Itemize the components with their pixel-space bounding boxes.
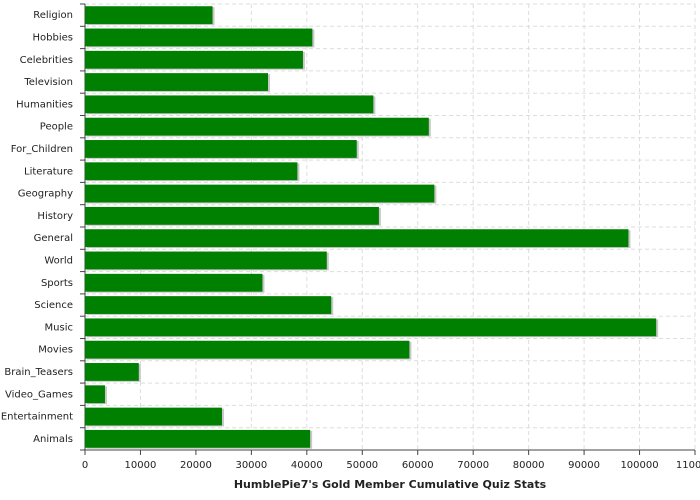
x-tick-label: 10000 (125, 460, 157, 471)
bar (85, 229, 629, 248)
bar (85, 385, 105, 404)
bar (85, 95, 374, 114)
bar (85, 340, 410, 359)
bar (85, 28, 313, 47)
bar (85, 407, 222, 426)
bar (85, 206, 379, 225)
x-axis-label: HumblePie7's Gold Member Cumulative Quiz… (234, 478, 547, 491)
x-tick-label: 60000 (402, 460, 434, 471)
x-tick-label: 70000 (457, 460, 489, 471)
y-tick-label: Literature (24, 166, 73, 177)
y-tick-label: Music (45, 322, 73, 333)
x-tick-label: 110000 (676, 460, 700, 471)
y-tick-label: Hobbies (33, 32, 73, 43)
y-tick-label: Movies (38, 345, 73, 356)
bar (85, 50, 303, 69)
bar (85, 251, 327, 270)
y-tick-label: Television (23, 77, 73, 88)
bar (85, 162, 298, 181)
y-tick-label: Science (34, 300, 73, 311)
y-tick-label: Brain_Teasers (4, 367, 73, 378)
x-tick-label: 0 (82, 460, 88, 471)
x-tick-label: 30000 (235, 460, 267, 471)
y-tick-label: World (44, 255, 73, 266)
bar (85, 184, 435, 203)
bar (85, 273, 263, 292)
y-tick-label: People (40, 122, 73, 133)
bar (85, 117, 429, 136)
y-tick-label: Religion (33, 10, 73, 21)
bar (85, 429, 311, 448)
y-tick-label: Entertainment (1, 412, 73, 423)
y-tick-label: General (34, 233, 73, 244)
bar (85, 140, 357, 158)
y-tick-label: Celebrities (20, 55, 73, 66)
bar (85, 6, 213, 25)
x-tick-label: 100000 (620, 460, 658, 471)
y-tick-label: For_Children (11, 144, 73, 155)
bar (85, 296, 332, 314)
bar (85, 318, 657, 337)
y-tick-label: Humanities (16, 99, 73, 110)
bar (85, 363, 139, 381)
y-tick-label: Animals (33, 434, 73, 445)
x-tick-label: 90000 (568, 460, 600, 471)
y-tick-label: Geography (18, 189, 73, 200)
x-tick-label: 80000 (513, 460, 545, 471)
y-tick-label: Sports (41, 278, 73, 289)
x-tick-label: 40000 (291, 460, 323, 471)
y-tick-label: History (37, 211, 73, 222)
x-tick-label: 50000 (346, 460, 378, 471)
y-tick-label: Video_Games (5, 389, 73, 400)
x-tick-label: 20000 (180, 460, 212, 471)
bar (85, 73, 268, 91)
